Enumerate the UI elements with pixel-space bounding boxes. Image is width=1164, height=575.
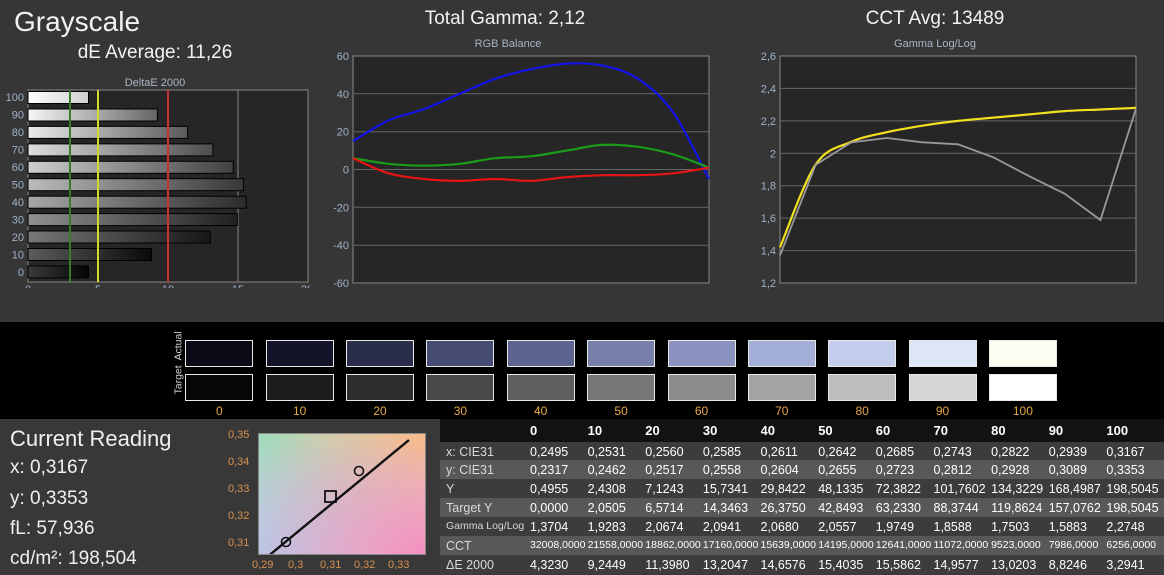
svg-text:20: 20 [337, 127, 349, 139]
svg-text:90: 90 [12, 110, 24, 122]
svg-text:Gamma Log/Log: Gamma Log/Log [894, 38, 976, 50]
svg-text:0: 0 [18, 267, 24, 279]
svg-text:1,8: 1,8 [761, 181, 776, 193]
svg-text:1,2: 1,2 [761, 278, 776, 289]
svg-text:40: 40 [337, 89, 349, 101]
svg-text:80: 80 [12, 127, 24, 139]
svg-text:RGB Balance: RGB Balance [475, 38, 542, 50]
svg-text:60: 60 [337, 51, 349, 63]
svg-text:15: 15 [232, 284, 244, 288]
svg-text:30: 30 [12, 215, 24, 227]
svg-text:10: 10 [12, 250, 24, 262]
svg-text:-60: -60 [333, 278, 349, 289]
svg-text:0: 0 [25, 284, 31, 288]
svg-text:20: 20 [301, 284, 310, 288]
svg-text:2,4: 2,4 [761, 83, 776, 95]
svg-text:-40: -40 [333, 240, 349, 252]
svg-text:20: 20 [12, 232, 24, 244]
svg-text:60: 60 [12, 162, 24, 174]
svg-text:40: 40 [12, 197, 24, 209]
svg-text:2: 2 [770, 148, 776, 160]
svg-text:2,6: 2,6 [761, 51, 776, 63]
svg-text:-20: -20 [333, 202, 349, 214]
svg-text:1,4: 1,4 [761, 246, 776, 258]
svg-text:70: 70 [12, 145, 24, 157]
svg-text:10: 10 [162, 284, 174, 288]
svg-text:1,6: 1,6 [761, 213, 776, 225]
svg-text:2,2: 2,2 [761, 116, 776, 128]
svg-text:5: 5 [95, 284, 101, 288]
svg-text:50: 50 [12, 180, 24, 192]
svg-text:100: 100 [6, 92, 24, 104]
svg-text:0: 0 [343, 165, 349, 177]
svg-text:DeltaE 2000: DeltaE 2000 [125, 77, 186, 89]
